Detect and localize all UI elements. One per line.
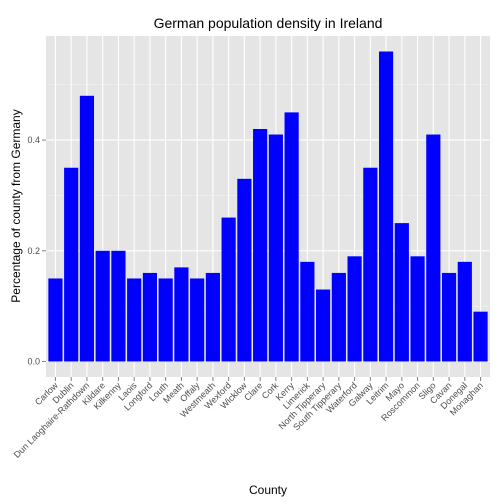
bar-north-tipperary [316,289,331,362]
y-axis-ticks: 0.0 0.2 0.4 [27,135,46,367]
bar-offaly [190,278,205,362]
bar-longford [142,272,157,362]
y-tick-label: 0.4 [27,135,40,145]
bar-cavan [441,272,457,362]
bar-limerick [300,261,315,362]
bar-sligo [426,134,441,362]
bar-wicklow [237,178,252,362]
bar-cork [268,134,283,362]
bar-dublin [64,167,79,362]
bar-wexford [221,217,236,362]
bar-kerry [284,112,299,362]
y-tick-label: 0.0 [27,357,40,367]
bar-meath [174,267,189,362]
y-tick-label: 0.2 [27,246,40,256]
bar-dun-laoghaire-rathdown [79,95,95,362]
bar-mayo [394,223,409,362]
bar-clare [253,129,268,362]
bar-laois [127,278,142,362]
y-axis-title: Percentage of county from Germany [9,109,23,302]
bars [48,51,488,362]
bar-monaghan [473,311,488,362]
bar-galway [363,167,378,362]
bar-roscommon [410,256,425,362]
bar-louth [158,278,173,362]
bar-kildare [95,250,110,362]
chart-title: German population density in Ireland [154,15,383,31]
bar-westmeath [205,272,220,362]
bar-carlow [48,278,63,362]
bar-donegal [457,261,472,362]
bar-south-tipperary [331,272,346,362]
bar-waterford [347,256,362,362]
bar-leitrim [379,51,394,362]
x-axis-title: County [249,483,287,497]
bar-kilkenny [111,250,126,362]
